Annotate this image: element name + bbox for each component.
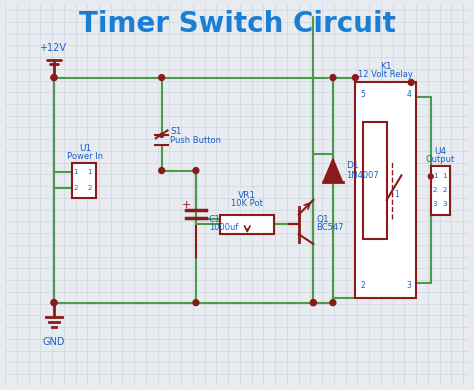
Text: Push Button: Push Button — [171, 136, 221, 145]
Circle shape — [310, 300, 316, 306]
Bar — [220, 215, 274, 234]
Text: C1: C1 — [209, 215, 220, 224]
Circle shape — [159, 168, 164, 174]
Polygon shape — [323, 159, 343, 182]
Circle shape — [330, 300, 336, 306]
Text: 1N4007: 1N4007 — [346, 171, 378, 180]
Bar — [363, 122, 387, 239]
Circle shape — [160, 133, 164, 137]
Text: Output: Output — [426, 155, 455, 164]
Text: 1: 1 — [443, 174, 447, 179]
Text: 4: 4 — [406, 90, 411, 99]
Text: S1: S1 — [171, 127, 182, 136]
Text: 5: 5 — [360, 90, 365, 99]
Circle shape — [51, 74, 57, 80]
Text: 10K Pot: 10K Pot — [231, 199, 263, 208]
Circle shape — [51, 300, 57, 306]
Circle shape — [408, 80, 414, 85]
Circle shape — [310, 300, 316, 306]
Circle shape — [159, 74, 164, 80]
Text: 2: 2 — [360, 281, 365, 290]
Text: 3: 3 — [406, 281, 411, 290]
Text: VR1: VR1 — [238, 191, 256, 200]
Circle shape — [51, 74, 57, 80]
Circle shape — [193, 300, 199, 306]
Text: 12 Volt Relay: 12 Volt Relay — [358, 69, 413, 78]
Text: 3: 3 — [443, 201, 447, 207]
Text: U1: U1 — [79, 144, 91, 153]
Text: 3: 3 — [433, 201, 437, 207]
Bar — [431, 166, 450, 215]
Text: GND: GND — [43, 337, 65, 347]
Bar — [356, 82, 416, 298]
Text: 2: 2 — [73, 185, 78, 191]
Text: 1: 1 — [433, 174, 437, 179]
Circle shape — [51, 300, 57, 306]
Circle shape — [428, 174, 433, 179]
Bar — [72, 163, 96, 198]
Text: U4: U4 — [435, 147, 447, 156]
Text: K1: K1 — [380, 62, 392, 71]
Text: Q1: Q1 — [316, 215, 329, 224]
Text: 1: 1 — [394, 190, 399, 200]
Text: Timer Switch Circuit: Timer Switch Circuit — [79, 10, 395, 38]
Text: Power In: Power In — [67, 152, 103, 161]
Text: D1: D1 — [346, 161, 358, 170]
Circle shape — [193, 168, 199, 174]
Text: 2: 2 — [87, 185, 91, 191]
Text: 1000uf: 1000uf — [209, 223, 238, 232]
Text: 2: 2 — [433, 187, 437, 193]
Text: 2: 2 — [443, 187, 447, 193]
Text: 1: 1 — [73, 170, 78, 176]
Text: +12V: +12V — [38, 43, 65, 53]
Circle shape — [330, 74, 336, 80]
Circle shape — [353, 74, 358, 80]
Text: BC547: BC547 — [316, 223, 344, 232]
Text: +: + — [182, 200, 191, 210]
Text: 1: 1 — [87, 170, 92, 176]
